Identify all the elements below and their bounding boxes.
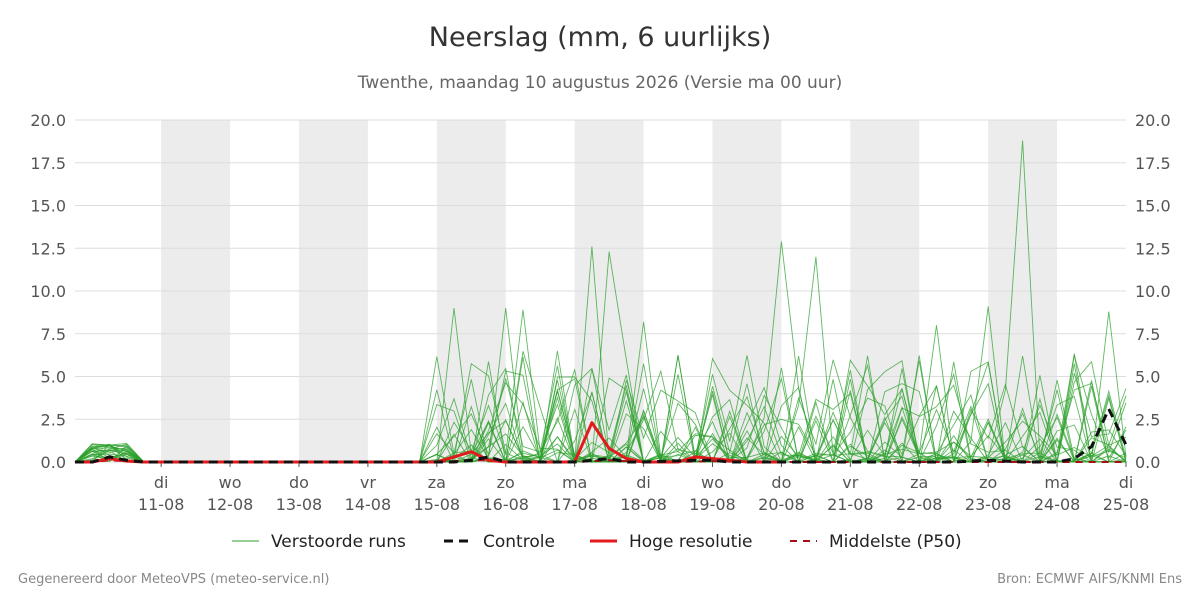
x-tick-day: wo [219, 473, 242, 492]
y-tick-label-right: 17.5 [1135, 154, 1171, 173]
x-tick-date: 20-08 [758, 495, 805, 514]
chart-subtitle: Twenthe, maandag 10 augustus 2026 (Versi… [357, 73, 843, 93]
y-tick-label-right: 10.0 [1135, 282, 1171, 301]
y-tick-label-left: 0.0 [41, 453, 66, 472]
y-tick-label-left: 10.0 [30, 282, 66, 301]
x-tick-day: za [428, 473, 446, 492]
x-tick-date: 17-08 [551, 495, 598, 514]
x-tick-date: 15-08 [414, 495, 461, 514]
y-tick-label-right: 7.5 [1135, 325, 1160, 344]
x-tick-day: vr [360, 473, 376, 492]
x-tick-date: 22-08 [896, 495, 943, 514]
footer-source: Bron: ECMWF AIFS/KNMI Ens [997, 572, 1182, 587]
x-tick-day: wo [701, 473, 724, 492]
x-tick-date: 16-08 [482, 495, 529, 514]
x-tick-day: do [771, 473, 791, 492]
y-tick-label-left: 15.0 [30, 197, 66, 216]
y-tick-label-left: 7.5 [41, 325, 66, 344]
x-tick-date: 21-08 [827, 495, 874, 514]
x-tick-day: do [289, 473, 309, 492]
y-tick-label-right: 15.0 [1135, 197, 1171, 216]
x-tick-day: di [1119, 473, 1134, 492]
x-tick-date: 14-08 [345, 495, 392, 514]
x-tick-date: 12-08 [207, 495, 254, 514]
legend-hires-label: Hoge resolutie [629, 532, 753, 552]
x-tick-date: 11-08 [138, 495, 185, 514]
y-tick-label-right: 0.0 [1135, 453, 1160, 472]
x-tick-day: ma [1044, 473, 1069, 492]
footer-generator: Gegenereerd door MeteoVPS (meteo-service… [18, 572, 330, 587]
y-tick-label-right: 5.0 [1135, 368, 1160, 387]
x-tick-date: 24-08 [1034, 495, 1081, 514]
y-tick-label-right: 20.0 [1135, 111, 1171, 130]
x-tick-date: 13-08 [276, 495, 323, 514]
legend-control-label: Controle [483, 532, 555, 552]
chart-title: Neerslag (mm, 6 uurlijks) [428, 22, 772, 53]
x-tick-day: zo [979, 473, 997, 492]
x-tick-date: 19-08 [689, 495, 736, 514]
x-tick-day: vr [842, 473, 858, 492]
main-lines [75, 407, 1128, 464]
x-tick-day: di [154, 473, 169, 492]
y-axis-right: 0.0 2.5 5.0 7.5 10.0 12.5 15.0 17.5 20.0 [1135, 111, 1171, 472]
x-tick-date: 18-08 [620, 495, 667, 514]
x-axis: di 11-08 wo 12-08 do 13-08 vr 14-08 za 15-08 zo 16-… [138, 462, 1149, 514]
x-tick-day: za [910, 473, 928, 492]
y-tick-label-left: 17.5 [30, 154, 66, 173]
y-tick-label-left: 12.5 [30, 239, 66, 258]
hires-line [75, 421, 782, 464]
x-tick-day: ma [562, 473, 587, 492]
legend-median-label: Middelste (P50) [829, 532, 962, 552]
y-axis-left: 0.0 2.5 5.0 7.5 10.0 12.5 15.0 17.5 20.0 [30, 111, 66, 472]
x-tick-date: 25-08 [1103, 495, 1150, 514]
x-tick-day: zo [497, 473, 515, 492]
legend: Verstoorde runs Controle Hoge resolutie Mid… [232, 532, 962, 552]
x-tick-date: 23-08 [965, 495, 1012, 514]
control-line [75, 407, 1128, 464]
y-tick-label-left: 20.0 [30, 111, 66, 130]
y-tick-label-left: 2.5 [41, 410, 66, 429]
y-tick-label-right: 12.5 [1135, 239, 1171, 258]
y-tick-label-right: 2.5 [1135, 410, 1160, 429]
legend-ensemble-label: Verstoorde runs [271, 532, 406, 552]
x-tick-day: di [636, 473, 651, 492]
y-tick-label-left: 5.0 [41, 368, 66, 387]
